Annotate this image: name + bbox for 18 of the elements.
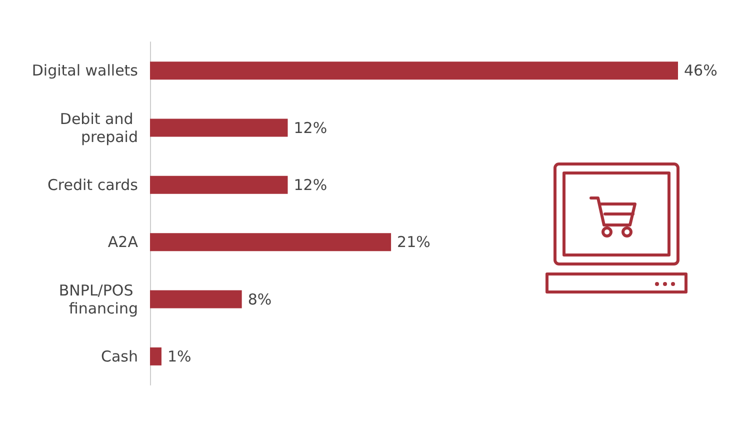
bar bbox=[150, 347, 162, 366]
bar bbox=[150, 176, 288, 194]
data-label: 8% bbox=[248, 290, 272, 308]
bar bbox=[150, 233, 392, 252]
bar bbox=[150, 62, 678, 80]
data-label: 12% bbox=[294, 118, 328, 137]
bar bbox=[150, 290, 242, 308]
data-label: 46% bbox=[684, 62, 718, 80]
data-label: 1% bbox=[167, 347, 192, 366]
data-label: 12% bbox=[294, 176, 328, 194]
bar bbox=[150, 118, 288, 137]
y-tick-label: Digital wallets bbox=[32, 62, 138, 80]
y-tick-label: BNPL/POS financing bbox=[58, 281, 138, 318]
y-tick-label: Cash bbox=[101, 347, 138, 366]
data-label: 21% bbox=[397, 233, 430, 252]
y-tick-label: Credit cards bbox=[47, 176, 138, 194]
y-tick-label: Debit and prepaid bbox=[60, 110, 138, 146]
y-tick-label: A2A bbox=[108, 233, 139, 252]
